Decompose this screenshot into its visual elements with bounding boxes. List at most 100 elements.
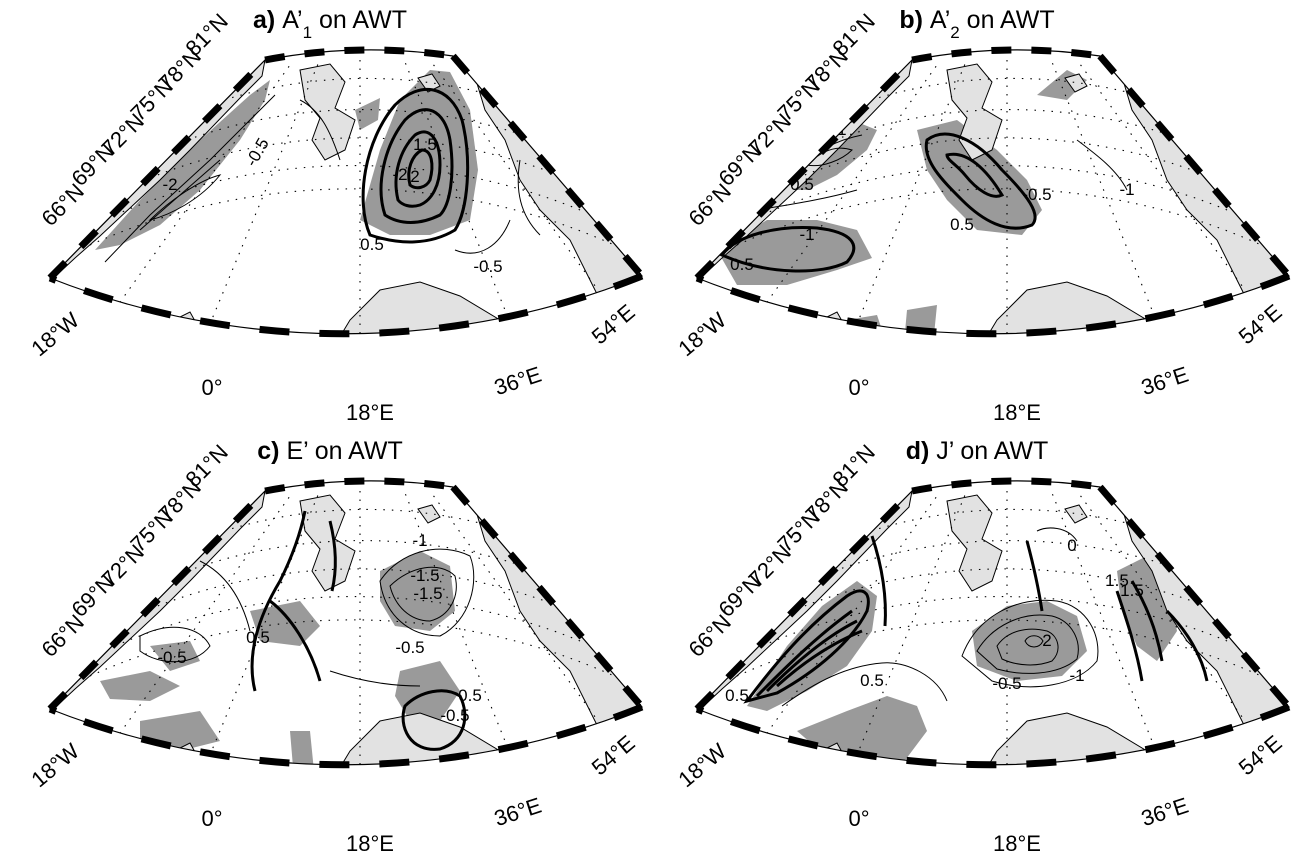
contour-label: 1.5: [1120, 581, 1144, 600]
longitude-label-right: 54°E: [1234, 730, 1287, 780]
panel-letter: a): [253, 6, 282, 34]
contour-label: 0.5: [360, 235, 384, 254]
contour-line-thick: [743, 589, 870, 704]
contour-line-thin: [996, 628, 1059, 666]
panel-variable: J’: [936, 437, 953, 465]
panel-title: d) J’ on AWT: [906, 437, 1049, 465]
contour-line-thick: [328, 520, 337, 592]
contour-line-thick: [1130, 580, 1164, 662]
panel-title: b) A’2 on AWT: [899, 6, 1054, 42]
longitude-label-bottom: 36°E: [1138, 362, 1191, 401]
graticule: [736, 489, 1268, 765]
contour-line-thick: [765, 619, 858, 693]
longitude-label-bottom: 18°E: [346, 400, 394, 425]
contour-line-thin: [1024, 635, 1044, 648]
longitude-label-left: 18°W: [26, 738, 84, 792]
map-frame: [694, 46, 1292, 338]
land-area: [417, 73, 441, 93]
land-area: [1064, 73, 1088, 93]
contour-line-thin: [781, 662, 948, 707]
contour-label: -0.5: [157, 648, 186, 667]
longitude-label-right: 54°E: [587, 299, 640, 349]
panel-letter: c): [257, 437, 286, 465]
contour-line-thin: [976, 614, 1079, 674]
contour-line-thin: [148, 174, 222, 221]
contour-label: -0.5: [440, 706, 469, 725]
shaded-region: [902, 305, 937, 334]
contour-line-thick: [379, 108, 454, 224]
contour-label: -0.5: [992, 674, 1021, 693]
panel-letter: b): [899, 6, 930, 34]
contour-label: 0.5: [860, 671, 884, 690]
contour-line-thick: [719, 226, 856, 273]
contour-label: 0.5: [458, 686, 482, 705]
graticule: [736, 58, 1268, 334]
contour-label: -1.5: [410, 566, 439, 585]
map-frame: [47, 477, 645, 769]
contours: [104, 88, 541, 263]
map-panel-c: c) E’ on AWT-1-1.5-1.5-0.5-0.50.50.5-0.5…: [26, 437, 645, 856]
contour-line-thick: [1115, 590, 1144, 682]
panel-title-tail: on AWT: [308, 437, 403, 465]
contour-line-thick: [407, 148, 434, 190]
panel-title-tail: on AWT: [953, 437, 1048, 465]
contour-line-thick: [945, 152, 1005, 198]
panel-subscript: 2: [950, 23, 959, 42]
panel-title-tail: on AWT: [960, 6, 1055, 34]
contour-label: 2: [1042, 631, 1051, 650]
contour-line-thin: [329, 670, 421, 687]
map-panel-b: b) A’2 on AWT-10.50.5-10.5-0.5 -181°N78°N…: [673, 6, 1292, 425]
contour-label: -1.5: [413, 584, 442, 603]
panel-variable: A’: [282, 6, 302, 34]
contour-label: 0.5: [725, 686, 749, 705]
land-area: [946, 494, 1003, 592]
significance-shading: [100, 551, 460, 765]
contour-line-thick: [775, 629, 863, 688]
shaded-region: [95, 80, 270, 250]
contour-label: -0.5: [1022, 185, 1051, 204]
longitude-label-bottom: 18°E: [993, 831, 1041, 856]
contour-label: -1: [1069, 666, 1084, 685]
panel-title: c) E’ on AWT: [257, 437, 402, 465]
contour-line-thin: [389, 566, 457, 622]
contour-label: 1.5: [1105, 571, 1129, 590]
contour-line-thin: [454, 219, 511, 254]
contour-line-thin: [104, 94, 276, 263]
contour-label: 1.5: [413, 135, 437, 154]
panel-variable: E’: [286, 437, 307, 465]
contour-line-thick: [870, 535, 887, 627]
longitude-label-bottom: 0°: [848, 806, 869, 831]
longitude-label-right: 54°E: [1234, 299, 1287, 349]
land-area: [299, 281, 631, 334]
contour-labels: -1-1.5-1.5-0.5-0.50.50.5-0.5: [157, 531, 481, 725]
contour-label: 0.5: [246, 628, 270, 647]
contours: [743, 527, 1209, 707]
contour-line-thin: [379, 548, 475, 637]
contour-label: -0.5: [395, 638, 424, 657]
map-panel-a: a) A’1 on AWT-0.5-20.5-0.521.5-281°N78°N…: [26, 6, 645, 425]
graticule: [89, 58, 621, 334]
contour-line-thick: [924, 132, 1037, 230]
land-area: [299, 63, 356, 161]
land-area: [946, 281, 1278, 334]
contour-label: -1: [412, 531, 427, 550]
shaded-region: [250, 601, 320, 646]
map-frame: [694, 477, 1292, 769]
contour-line-thick: [401, 689, 467, 751]
contour-line-thick: [361, 88, 470, 244]
longitude-label-bottom: 0°: [848, 375, 869, 400]
contour-line-thin: [299, 99, 341, 161]
panel-subscript: 1: [303, 23, 312, 42]
land-area: [299, 712, 631, 765]
contour-line-thin: [805, 147, 853, 167]
land-area: [299, 494, 356, 592]
panel-title-tail: on AWT: [312, 6, 407, 34]
longitude-label-bottom: 18°E: [346, 831, 394, 856]
longitude-label-bottom: 36°E: [491, 793, 544, 832]
longitude-label-left: 18°W: [673, 738, 731, 792]
shaded-region: [395, 661, 460, 721]
panel-title: a) A’1 on AWT: [253, 6, 407, 42]
map-panel-d: d) J’ on AWT10.50.52-1-0.51.51.5081°N78°…: [673, 437, 1292, 856]
shaded-region: [100, 671, 180, 701]
